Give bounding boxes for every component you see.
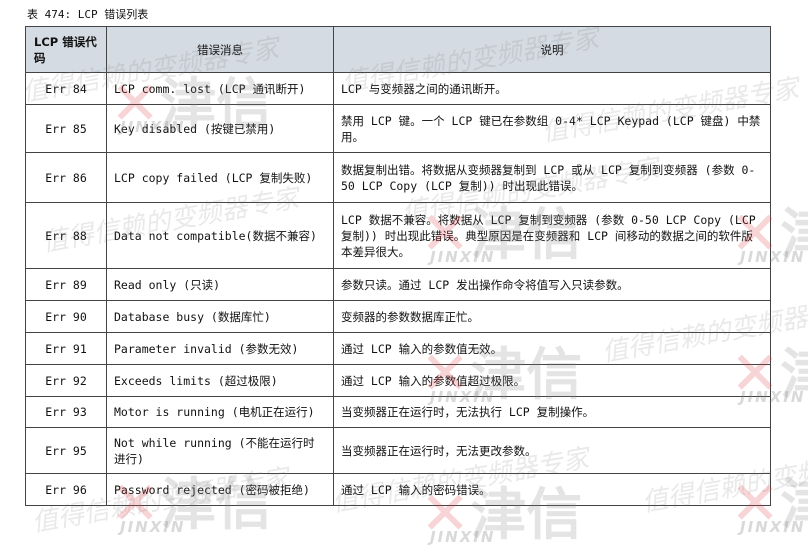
error-message: Motor is running (电机正在运行) xyxy=(106,396,334,428)
error-description: LCP 数据不兼容。将数据从 LCP 复制到变频器 (参数 0-50 LCP C… xyxy=(333,202,771,269)
error-description: 通过 LCP 输入的参数值超过极限。 xyxy=(333,364,771,397)
error-code: Err 89 xyxy=(25,268,107,301)
logo-brand-cn: 津信 xyxy=(780,473,808,538)
error-description: 参数只读。通过 LCP 发出操作命令将值写入只读参数。 xyxy=(333,268,771,301)
error-code: Err 90 xyxy=(25,300,107,333)
error-code: Err 95 xyxy=(25,427,107,474)
table-row: Err 85 Key disabled (按键已禁用) 禁用 LCP 键。一个 LC… xyxy=(25,104,771,153)
table-row: Err 96 Password rejected (密码被拒绝) 通过 LCP 输入… xyxy=(25,473,771,506)
table-row: Err 91 Parameter invalid (参数无效) 通过 LCP 输入的… xyxy=(25,332,771,365)
error-code: Err 93 xyxy=(25,396,107,428)
logo-brand-en: JINXIN xyxy=(740,518,806,536)
error-code: Err 84 xyxy=(25,72,107,105)
error-description: 通过 LCP 输入的密码错误。 xyxy=(333,473,771,506)
error-message: Data not compatible(数据不兼容) xyxy=(106,202,334,269)
header-description: 说明 xyxy=(333,26,771,73)
table-row: Err 86 LCP copy failed (LCP 复制失败) 数据复制出错。将… xyxy=(25,152,771,203)
error-description: 数据复制出错。将数据从变频器复制到 LCP 或从 LCP 复制到变频器 (参数 … xyxy=(333,152,771,203)
logo-brand-cn: 津信 xyxy=(780,343,808,408)
logo-brand-en: JINXIN xyxy=(430,528,496,546)
lcp-error-table: LCP 错误代码 错误消息 说明 Err 84 LCP comm. lost (L… xyxy=(25,26,771,506)
table-header-row: LCP 错误代码 错误消息 说明 xyxy=(25,26,771,73)
table-caption: 表 474: LCP 错误列表 xyxy=(27,8,149,21)
error-description: 禁用 LCP 键。一个 LCP 键已在参数组 0-4* LCP Keypad (… xyxy=(333,104,771,153)
error-code: Err 85 xyxy=(25,104,107,153)
header-message: 错误消息 xyxy=(106,26,334,73)
table-row: Err 88 Data not compatible(数据不兼容) LCP 数据不兼… xyxy=(25,202,771,269)
error-description: 变频器的参数数据库正忙。 xyxy=(333,300,771,333)
error-message: LCP comm. lost (LCP 通讯断开) xyxy=(106,72,334,105)
error-message: Read only (只读) xyxy=(106,268,334,301)
error-code: Err 91 xyxy=(25,332,107,365)
error-message: Not while running (不能在运行时进行) xyxy=(106,427,334,474)
header-code: LCP 错误代码 xyxy=(25,26,107,73)
logo-brand-cn: 津信 xyxy=(780,203,808,268)
error-message: Database busy (数据库忙) xyxy=(106,300,334,333)
error-description: 通过 LCP 输入的参数值无效。 xyxy=(333,332,771,365)
error-message: Exceeds limits (超过极限) xyxy=(106,364,334,397)
error-description: 当变频器正在运行时，无法更改参数。 xyxy=(333,427,771,474)
table-row: Err 90 Database busy (数据库忙) 变频器的参数数据库正忙。 xyxy=(25,300,771,333)
error-message: Parameter invalid (参数无效) xyxy=(106,332,334,365)
table-row: Err 84 LCP comm. lost (LCP 通讯断开) LCP 与变频器之… xyxy=(25,72,771,105)
table-row: Err 95 Not while running (不能在运行时进行) 当变频器正在… xyxy=(25,427,771,474)
error-description: 当变频器正在运行时，无法执行 LCP 复制操作。 xyxy=(333,396,771,428)
table-row: Err 92 Exceeds limits (超过极限) 通过 LCP 输入的参数值… xyxy=(25,364,771,397)
error-description: LCP 与变频器之间的通讯断开。 xyxy=(333,72,771,105)
table-row: Err 89 Read only (只读) 参数只读。通过 LCP 发出操作命令将值… xyxy=(25,268,771,301)
table-row: Err 93 Motor is running (电机正在运行) 当变频器正在运行时… xyxy=(25,396,771,428)
error-code: Err 96 xyxy=(25,473,107,506)
error-message: LCP copy failed (LCP 复制失败) xyxy=(106,152,334,203)
logo-brand-en: JINXIN xyxy=(120,518,186,536)
error-code: Err 88 xyxy=(25,202,107,269)
error-message: Key disabled (按键已禁用) xyxy=(106,104,334,153)
error-code: Err 92 xyxy=(25,364,107,397)
error-message: Password rejected (密码被拒绝) xyxy=(106,473,334,506)
error-code: Err 86 xyxy=(25,152,107,203)
